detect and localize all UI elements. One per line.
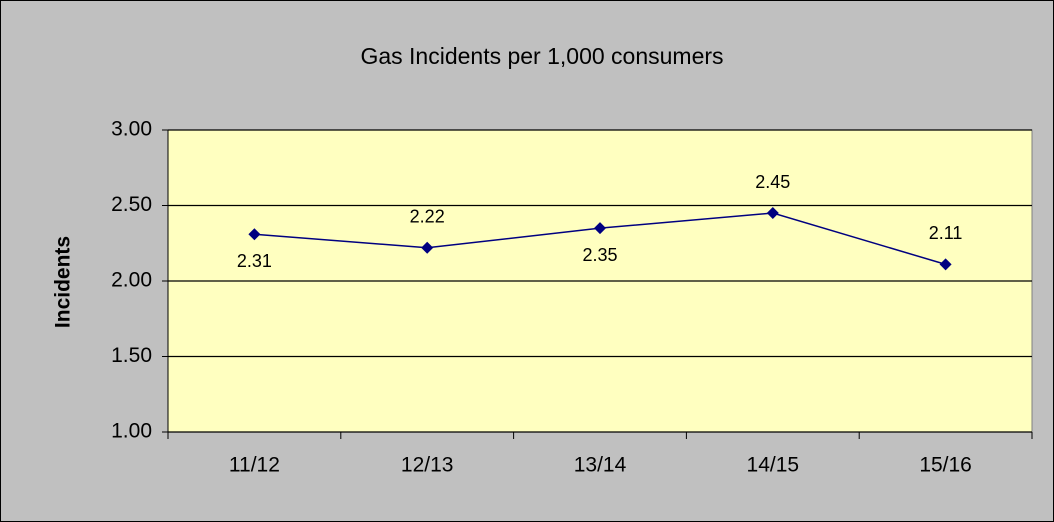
chart-title: Gas Incidents per 1,000 consumers <box>360 43 723 69</box>
marker <box>421 241 434 254</box>
y-tick-label: 2.50 <box>111 193 152 216</box>
marker <box>248 228 261 241</box>
x-tick-label: 11/12 <box>229 454 280 477</box>
y-tick-label: 3.00 <box>111 118 152 141</box>
data-label: 2.11 <box>929 223 963 243</box>
x-tick-label: 12/13 <box>401 454 454 477</box>
marker <box>939 258 952 271</box>
data-label: 2.45 <box>755 172 790 192</box>
x-tick-label: 15/16 <box>919 454 972 477</box>
data-label: 2.35 <box>582 245 617 265</box>
y-axis-label: Incidents <box>52 236 75 328</box>
marker <box>594 222 606 235</box>
y-tick-label: 2.00 <box>111 269 152 292</box>
y-tick-label: 1.00 <box>111 420 152 443</box>
data-label: 2.22 <box>410 207 445 227</box>
x-tick-label: 13/14 <box>574 454 627 477</box>
x-tick-label: 14/15 <box>747 454 800 477</box>
data-label: 2.31 <box>237 251 272 271</box>
y-tick-label: 1.50 <box>111 344 152 367</box>
marker <box>766 207 779 220</box>
